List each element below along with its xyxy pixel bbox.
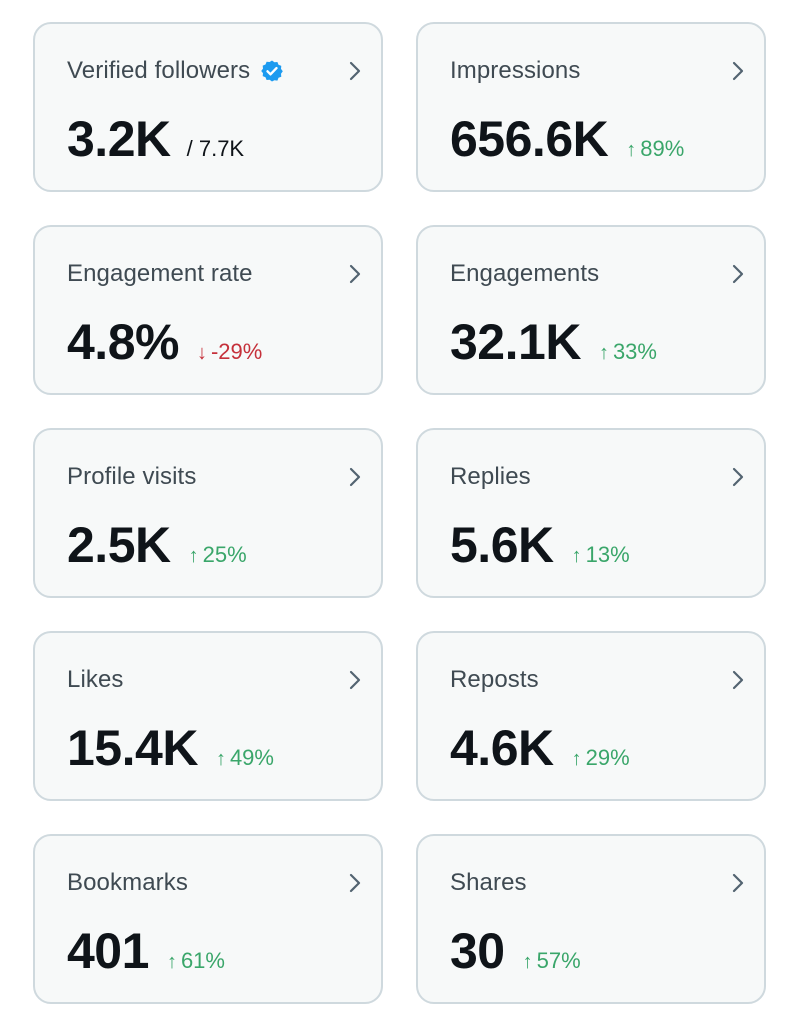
metric-value-row: 30 ↑ 57% — [450, 922, 748, 982]
metric-value-row: 5.6K ↑ 13% — [450, 516, 748, 576]
arrow-up-icon: ↑ — [571, 545, 582, 567]
metric-value-row: 32.1K ↑ 33% — [450, 313, 748, 373]
metric-change-value: 13% — [585, 542, 630, 567]
metric-header: Verified followers — [67, 54, 361, 88]
metric-header: Shares — [450, 866, 744, 900]
chevron-right-icon — [732, 873, 744, 893]
metric-total: / 7.7K — [186, 136, 245, 161]
metric-value: 4.6K — [450, 720, 554, 776]
arrow-up-icon: ↑ — [571, 748, 582, 770]
metric-value: 30 — [450, 923, 505, 979]
metric-header: Replies — [450, 460, 744, 494]
chevron-right-icon — [732, 61, 744, 81]
metric-value-row: 3.2K / 7.7K — [67, 110, 365, 170]
metric-header: Profile visits — [67, 460, 361, 494]
chevron-right-icon — [732, 467, 744, 487]
chevron-right-icon — [349, 61, 361, 81]
metric-title: Shares — [450, 869, 527, 896]
metric-change-value: 49% — [229, 745, 274, 770]
metric-card-engagements[interactable]: Engagements 32.1K ↑ 33% — [416, 225, 766, 395]
metric-change: ↑ 13% — [572, 542, 630, 568]
metric-value: 656.6K — [450, 111, 609, 167]
metric-title: Replies — [450, 463, 531, 490]
chevron-right-icon — [732, 264, 744, 284]
metric-value-row: 15.4K ↑ 49% — [67, 719, 365, 779]
metric-change: ↑ 89% — [626, 136, 684, 162]
metric-card-engagement-rate[interactable]: Engagement rate 4.8% ↓ -29% — [33, 225, 383, 395]
metric-title: Profile visits — [67, 463, 197, 490]
metric-value-row: 4.8% ↓ -29% — [67, 313, 365, 373]
arrow-up-icon: ↑ — [626, 139, 637, 161]
chevron-right-icon — [349, 467, 361, 487]
metric-title: Reposts — [450, 666, 539, 693]
metric-header: Likes — [67, 663, 361, 697]
chevron-right-icon — [732, 670, 744, 690]
metric-card-replies[interactable]: Replies 5.6K ↑ 13% — [416, 428, 766, 598]
chevron-right-icon — [349, 873, 361, 893]
metric-value: 2.5K — [67, 517, 171, 573]
metric-card-impressions[interactable]: Impressions 656.6K ↑ 89% — [416, 22, 766, 192]
metric-header: Bookmarks — [67, 866, 361, 900]
metric-title: Verified followers — [67, 57, 251, 84]
metric-value: 3.2K — [67, 111, 171, 167]
metric-value: 32.1K — [450, 314, 581, 370]
metric-change-value: 29% — [585, 745, 630, 770]
metric-card-verified-followers[interactable]: Verified followers 3.2K / 7.7K — [33, 22, 383, 192]
chevron-right-icon — [349, 670, 361, 690]
metric-card-profile-visits[interactable]: Profile visits 2.5K ↑ 25% — [33, 428, 383, 598]
metric-change-value: -29% — [210, 339, 263, 364]
metric-value-row: 401 ↑ 61% — [67, 922, 365, 982]
metric-change: ↑ 61% — [167, 948, 225, 974]
chevron-right-icon — [349, 264, 361, 284]
verified-badge-icon — [261, 60, 284, 82]
metric-card-shares[interactable]: Shares 30 ↑ 57% — [416, 834, 766, 1004]
arrow-down-icon: ↓ — [196, 342, 207, 364]
metric-change-value: 25% — [202, 542, 247, 567]
metric-card-likes[interactable]: Likes 15.4K ↑ 49% — [33, 631, 383, 801]
arrow-up-icon: ↑ — [522, 951, 533, 973]
metric-change-value: 61% — [180, 948, 225, 973]
metric-header: Engagement rate — [67, 257, 361, 291]
metric-title: Bookmarks — [67, 869, 188, 896]
metric-value: 5.6K — [450, 517, 554, 573]
metric-change: ↑ 49% — [216, 745, 274, 771]
metric-card-bookmarks[interactable]: Bookmarks 401 ↑ 61% — [33, 834, 383, 1004]
metric-value: 15.4K — [67, 720, 198, 776]
metric-title: Likes — [67, 666, 124, 693]
metric-title: Engagement rate — [67, 260, 253, 287]
metric-change: ↓ -29% — [197, 339, 262, 365]
metric-change-value: 57% — [536, 948, 581, 973]
metric-change: ↑ 33% — [599, 339, 657, 365]
metric-header: Impressions — [450, 54, 744, 88]
metric-title: Engagements — [450, 260, 600, 287]
metric-value: 401 — [67, 923, 149, 979]
arrow-up-icon: ↑ — [598, 342, 609, 364]
metric-value: 4.8% — [67, 314, 179, 370]
metric-card-reposts[interactable]: Reposts 4.6K ↑ 29% — [416, 631, 766, 801]
metric-change-value: 89% — [640, 136, 685, 161]
arrow-up-icon: ↑ — [215, 748, 226, 770]
metric-header: Reposts — [450, 663, 744, 697]
arrow-up-icon: ↑ — [166, 951, 177, 973]
metric-value-row: 656.6K ↑ 89% — [450, 110, 748, 170]
metric-value-row: 4.6K ↑ 29% — [450, 719, 748, 779]
metric-change: ↑ 25% — [189, 542, 247, 568]
metric-change: ↑ 57% — [523, 948, 581, 974]
metric-change: ↑ 29% — [572, 745, 630, 771]
metric-change-value: 33% — [612, 339, 657, 364]
arrow-up-icon: ↑ — [188, 545, 199, 567]
metric-header: Engagements — [450, 257, 744, 291]
metric-title: Impressions — [450, 57, 581, 84]
metric-value-row: 2.5K ↑ 25% — [67, 516, 365, 576]
